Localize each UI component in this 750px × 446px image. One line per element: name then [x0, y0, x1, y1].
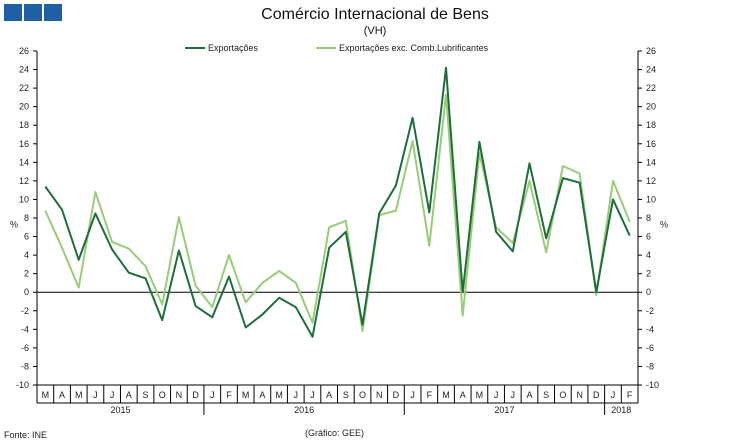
- chart-subtitle: (VH): [363, 25, 387, 37]
- left-y-tick-label: 26: [19, 46, 29, 56]
- left-y-tick-label: 24: [19, 65, 29, 75]
- series-line-2: [44, 93, 631, 333]
- x-tick-label: J: [294, 390, 299, 400]
- x-tick-label: M: [42, 390, 50, 400]
- right-y-tick-label: 10: [646, 194, 656, 204]
- x-tick-label: J: [410, 390, 415, 400]
- x-tick-label: J: [494, 390, 499, 400]
- x-tick-label: O: [559, 390, 566, 400]
- left-y-tick-label: 8: [24, 213, 29, 223]
- right-y-tick-label: 2: [646, 269, 651, 279]
- x-tick-label: M: [442, 390, 450, 400]
- left-y-tick-label: 2: [24, 269, 29, 279]
- x-tick-label: F: [627, 390, 633, 400]
- legend-label-1: Exportações: [208, 43, 259, 53]
- x-tick-label: D: [393, 390, 400, 400]
- x-tick-label: F: [427, 390, 433, 400]
- left-y-tick-label: -6: [21, 343, 29, 353]
- right-y-tick-label: -8: [646, 361, 654, 371]
- x-tick-label: S: [543, 390, 549, 400]
- chart-credit: (Gráfico: GEE): [305, 428, 365, 438]
- x-tick-label: M: [242, 390, 250, 400]
- right-y-tick-label: 16: [646, 139, 656, 149]
- x-tick-label: D: [192, 390, 199, 400]
- source-note: Fonte: INE: [4, 430, 48, 440]
- left-y-tick-label: -10: [16, 380, 29, 390]
- left-y-tick-label: -2: [21, 306, 29, 316]
- year-label: 2017: [494, 405, 514, 415]
- x-tick-label: O: [359, 390, 366, 400]
- year-label: 2018: [611, 405, 631, 415]
- right-y-tick-label: -4: [646, 324, 654, 334]
- x-tick-label: N: [376, 390, 383, 400]
- x-tick-label: J: [611, 390, 616, 400]
- left-y-tick-label: 18: [19, 120, 29, 130]
- left-y-tick-label: 6: [24, 232, 29, 242]
- x-tick-label: A: [126, 390, 132, 400]
- x-tick-label: S: [343, 390, 349, 400]
- brand-square-3: [44, 4, 62, 21]
- x-tick-label: A: [326, 390, 332, 400]
- year-label: 2015: [110, 405, 130, 415]
- series-line-1: [44, 66, 631, 338]
- x-tick-label: N: [176, 390, 183, 400]
- x-tick-label: D: [593, 390, 600, 400]
- chart-title: Comércio Internacional de Bens: [261, 6, 489, 23]
- left-y-tick-label: 0: [24, 287, 29, 297]
- x-tick-label: J: [110, 390, 115, 400]
- right-y-tick-label: 8: [646, 213, 651, 223]
- left-y-tick-label: -8: [21, 361, 29, 371]
- right-y-tick-label: -2: [646, 306, 654, 316]
- left-y-tick-label: 14: [19, 157, 29, 167]
- x-tick-label: M: [75, 390, 83, 400]
- left-y-tick-label: -4: [21, 324, 29, 334]
- right-y-tick-label: 18: [646, 120, 656, 130]
- right-y-tick-label: -10: [646, 380, 659, 390]
- right-y-tick-label: -6: [646, 343, 654, 353]
- right-y-tick-label: 24: [646, 65, 656, 75]
- right-y-tick-label: 14: [646, 157, 656, 167]
- brand-square-2: [24, 4, 42, 21]
- left-y-tick-label: 20: [19, 102, 29, 112]
- x-tick-label: A: [259, 390, 265, 400]
- right-y-tick-label: 26: [646, 46, 656, 56]
- right-y-tick-label: 4: [646, 250, 651, 260]
- x-tick-label: M: [275, 390, 283, 400]
- left-y-tick-label: 4: [24, 250, 29, 260]
- x-tick-label: J: [511, 390, 516, 400]
- left-y-tick-label: 10: [19, 194, 29, 204]
- x-tick-label: N: [576, 390, 583, 400]
- right-y-tick-label: 6: [646, 232, 651, 242]
- x-tick-label: J: [310, 390, 315, 400]
- x-tick-label: J: [93, 390, 98, 400]
- right-y-tick-label: 22: [646, 83, 656, 93]
- right-y-tick-label: 12: [646, 176, 656, 186]
- x-tick-label: A: [460, 390, 466, 400]
- x-tick-label: F: [226, 390, 232, 400]
- x-tick-label: J: [210, 390, 215, 400]
- right-y-tick-label: 20: [646, 102, 656, 112]
- left-y-tick-label: 22: [19, 83, 29, 93]
- left-y-axis-label: %: [10, 219, 18, 229]
- right-y-axis-label: %: [660, 219, 668, 229]
- x-tick-label: O: [159, 390, 166, 400]
- left-y-tick-label: 16: [19, 139, 29, 149]
- legend-label-2: Exportações exc. Comb.Lubrificantes: [339, 43, 489, 53]
- x-tick-label: M: [476, 390, 484, 400]
- x-tick-label: S: [143, 390, 149, 400]
- right-y-tick-label: 0: [646, 287, 651, 297]
- left-y-tick-label: 12: [19, 176, 29, 186]
- brand-square-1: [4, 4, 22, 21]
- x-tick-label: A: [59, 390, 65, 400]
- year-label: 2016: [294, 405, 314, 415]
- x-tick-label: A: [526, 390, 532, 400]
